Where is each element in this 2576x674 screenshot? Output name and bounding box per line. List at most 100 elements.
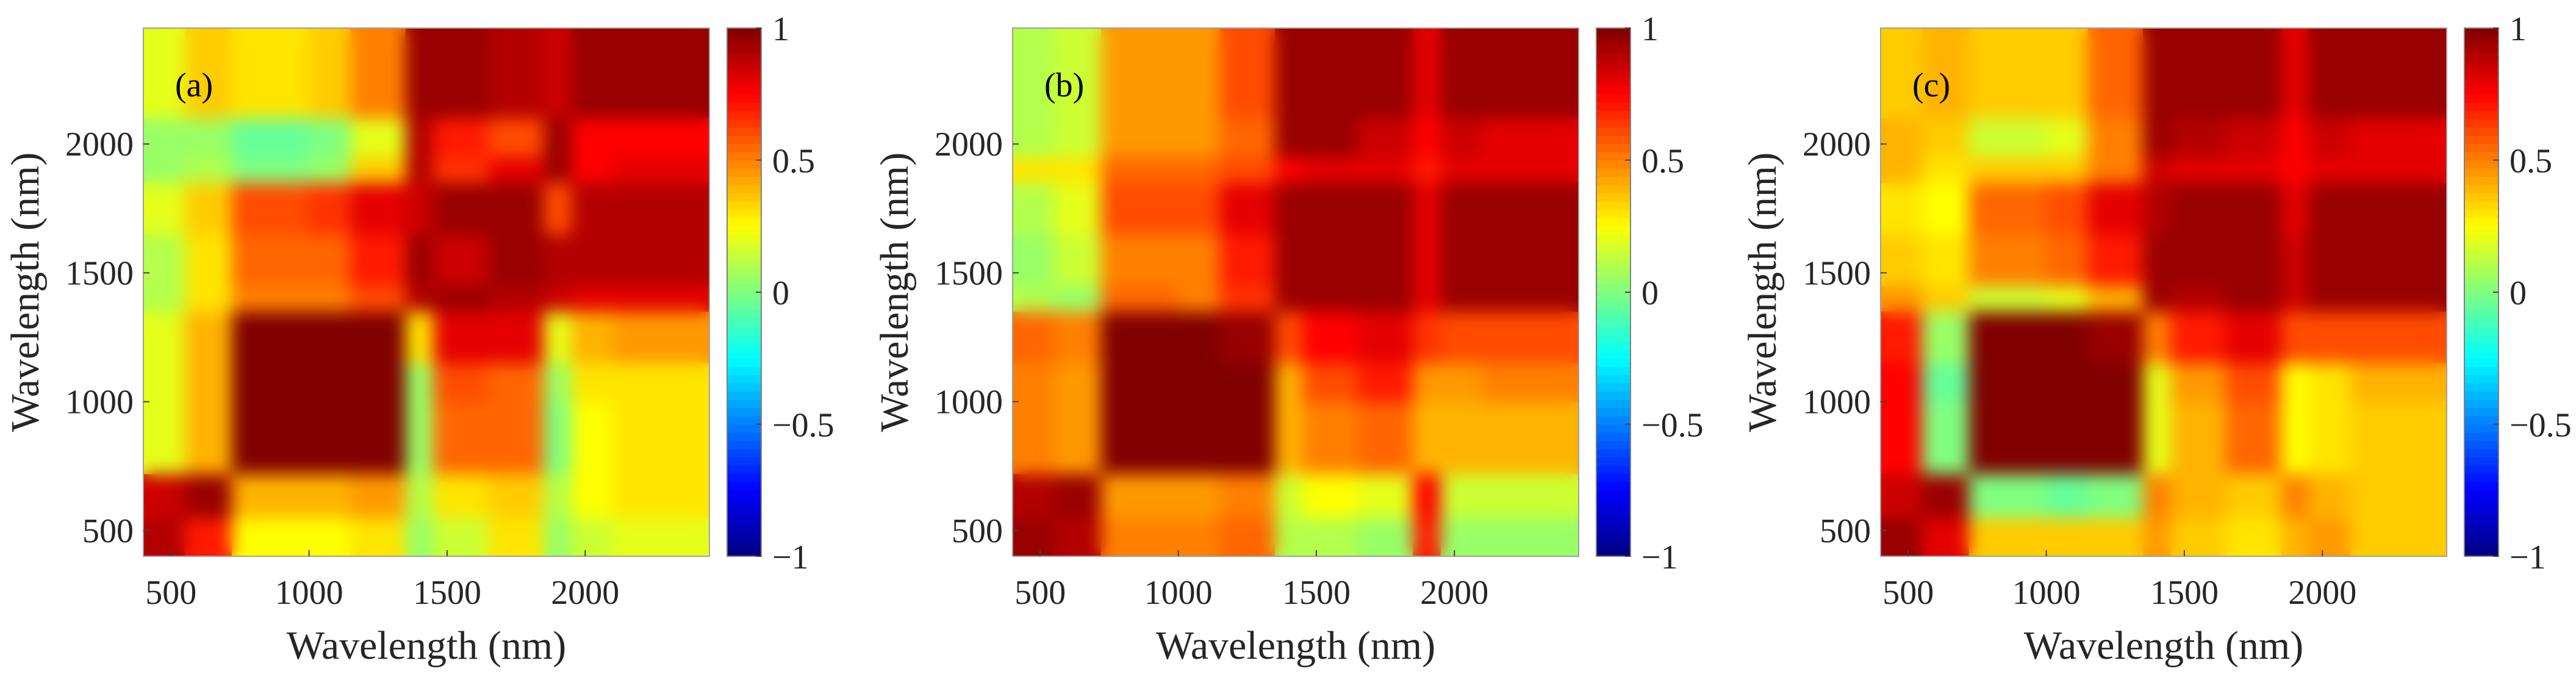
heatmap-cell [1013,401,1055,475]
heatmap-cell [1013,517,1055,556]
heatmap-cell [2170,157,2226,183]
colorbar-swatch [727,465,761,475]
heatmap-cell [2281,473,2309,518]
heatmap-cell [544,118,572,157]
heatmap-cell [2308,311,2351,364]
colorbar-swatch [727,143,761,152]
heatmap-cell [1881,118,1923,157]
heatmap-cell [2087,363,2144,403]
x-tick-label: 1500 [1282,574,1351,612]
heatmap-cell [544,311,572,364]
heatmap-cell [571,401,614,475]
colorbar-swatch [1596,498,1631,507]
heatmap-cell [231,311,310,364]
colorbar-swatch [1596,317,1631,326]
heatmap-cell [1968,28,2047,119]
heatmap-cell [2350,401,2447,475]
colorbar-swatch [2464,539,2499,549]
heatmap-cell [1440,157,1483,183]
colorbar-swatch [2464,259,2499,268]
colorbar-swatch [727,185,761,194]
colorbar-swatch [727,407,761,417]
colorbar-swatch [1596,267,1631,276]
heatmap-cell [1275,234,1303,286]
heatmap-cell [1053,363,1102,403]
heatmap-cell [1440,517,1483,556]
colorbar-swatch [727,317,761,326]
heatmap-cell [1178,118,1221,157]
heatmap-cell [2143,234,2171,286]
colorbar-swatch [1596,366,1631,375]
colorbar-swatch [2464,45,2499,54]
heatmap-cell [1013,157,1055,183]
heatmap-cell [1968,157,2047,183]
colorbar-swatch [1596,523,1631,532]
heatmap-cell [143,285,185,312]
heatmap-cell [2170,118,2226,157]
heatmap-cell [184,517,232,556]
heatmap-cell [2350,182,2447,235]
heatmap-cell [1440,285,1483,312]
heatmap-cell [2170,182,2226,235]
heatmap-cell [1357,517,1413,556]
colorbar-swatch [1596,61,1631,70]
heatmap-cell [1100,285,1179,312]
heatmap-cell [1413,517,1441,556]
heatmap-cell [2225,517,2281,556]
heatmap-cell [1968,182,2047,235]
heatmap-cell [2087,118,2144,157]
y-tick-label: 1500 [935,254,1003,292]
y-axis-label: Wavelength (nm) [3,152,48,432]
heatmap-cell [1053,182,1102,235]
colorbar-swatch [2464,28,2499,37]
x-tick-label: 500 [1882,574,1934,612]
heatmap-cell [2308,363,2351,403]
heatmap-cell [612,28,709,119]
heatmap-cell [309,517,351,556]
heatmap-cell [544,285,572,312]
colorbar-swatch [2464,226,2499,235]
heatmap-cell [488,157,544,183]
colorbar-swatch [727,251,761,260]
y-tick-label: 1000 [65,384,134,421]
colorbar-swatch [1596,160,1631,169]
colorbar-swatch [1596,102,1631,111]
colorbar-swatch [727,292,761,301]
heatmap-cell [2046,28,2089,119]
colorbar-swatch [1596,292,1631,301]
colorbar-swatch [2464,251,2499,260]
heatmap-cell [1275,157,1303,183]
heatmap-cell [184,182,232,235]
heatmap-cell [1219,473,1275,518]
heatmap-cell [544,234,572,286]
heatmap-cell [1275,182,1303,235]
heatmap-smooth-layer [1013,28,1579,556]
colorbar-swatch [1596,234,1631,243]
heatmap-cell [488,182,544,235]
colorbar-swatch [727,45,761,54]
colorbar-swatch [2464,52,2499,62]
heatmap-cell [1053,285,1102,312]
heatmap-cell [1482,234,1579,286]
heatmap-cell [612,118,709,157]
heatmap-cell [1921,517,1970,556]
heatmap-cell [488,311,544,364]
heatmap-cell [1275,118,1303,157]
heatmap-cell [1881,285,1923,312]
heatmap-cell [1921,311,1970,364]
x-axis-label: Wavelength (nm) [287,623,566,668]
colorbar-swatch [727,77,761,87]
heatmap-cell [1482,157,1579,183]
heatmap-cell [1053,28,1102,119]
heatmap-cell [571,28,614,119]
colorbar-swatch [2464,292,2499,301]
heatmap-cell [184,234,232,286]
colorbar-swatch [727,449,761,458]
heatmap-cell [2281,182,2309,235]
heatmap-cell [2281,311,2309,364]
colorbar-swatch [1596,333,1631,342]
heatmap-cell [184,285,232,312]
heatmap-cell [433,118,489,157]
colorbar-swatch [727,415,761,425]
heatmap-cell [2046,234,2089,286]
